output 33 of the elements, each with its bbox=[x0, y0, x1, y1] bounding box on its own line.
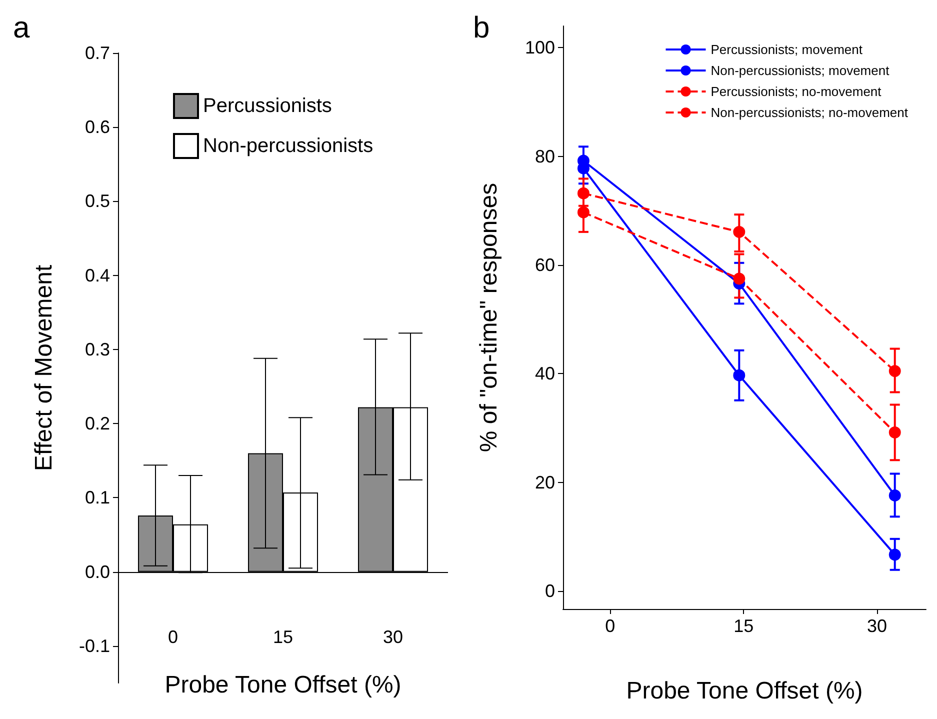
y-tick-label: 20 bbox=[534, 472, 555, 492]
legend-label: Non-percussionists; no-movement bbox=[710, 105, 908, 120]
y-tick-label: 0.5 bbox=[84, 191, 110, 212]
y-tick-label: 0.0 bbox=[84, 562, 110, 582]
y-tick-label: 0.6 bbox=[84, 117, 110, 138]
legend-label: Non-percussionists bbox=[203, 135, 374, 157]
legend-label: Non-percussionists; movement bbox=[710, 63, 890, 78]
y-tick-label: 0.2 bbox=[84, 414, 110, 434]
y-tick-label: 0.3 bbox=[84, 339, 110, 360]
y-tick-label: 0 bbox=[544, 581, 555, 602]
x-axis-title: Probe Tone Offset (%) bbox=[626, 678, 863, 704]
x-tick-label: 0 bbox=[605, 616, 616, 636]
legend-label: Percussionists; no-movement bbox=[710, 84, 882, 99]
y-tick-label: -0.1 bbox=[78, 636, 110, 656]
x-tick-label: 15 bbox=[734, 616, 754, 636]
y-axis-title: % of "on-time" responses bbox=[476, 182, 502, 452]
y-axis-title: Effect of Movement bbox=[30, 264, 58, 472]
y-tick-label: 60 bbox=[534, 255, 555, 276]
y-tick-label: 80 bbox=[534, 146, 555, 166]
y-tick-label: 100 bbox=[524, 38, 555, 58]
y-tick-label: 0.1 bbox=[84, 488, 110, 508]
chart-title: a bbox=[13, 12, 30, 44]
y-tick-label: 0.4 bbox=[84, 265, 110, 286]
y-tick-label: 40 bbox=[534, 364, 555, 384]
x-tick-label: 30 bbox=[382, 627, 404, 647]
legend-label: Percussionists bbox=[203, 95, 332, 117]
x-tick-label: 0 bbox=[168, 627, 178, 647]
legend-label: Percussionists; movement bbox=[710, 42, 863, 57]
x-axis-title: Probe Tone Offset (%) bbox=[164, 672, 402, 698]
x-tick-label: 15 bbox=[272, 627, 294, 647]
x-tick-label: 30 bbox=[867, 616, 888, 636]
y-tick-label: 0.7 bbox=[84, 43, 110, 63]
chart-title: b bbox=[473, 12, 490, 44]
